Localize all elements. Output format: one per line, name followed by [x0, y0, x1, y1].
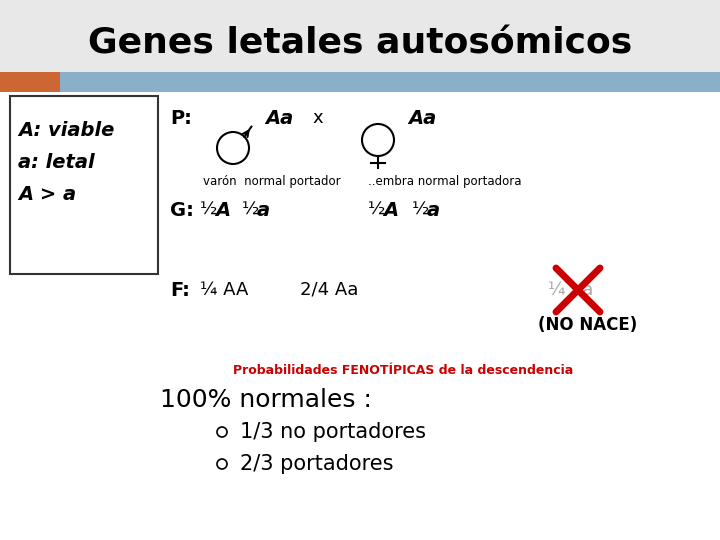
- Text: P:: P:: [170, 109, 192, 127]
- Text: a: a: [257, 200, 270, 219]
- Bar: [0, 72, 720, 92]
- Text: ½: ½: [412, 201, 436, 219]
- Text: A: A: [383, 200, 398, 219]
- Text: ¼ aa: ¼ aa: [548, 281, 593, 299]
- Text: Genes letales autosómicos: Genes letales autosómicos: [88, 26, 632, 60]
- Text: 2/3 portadores: 2/3 portadores: [240, 454, 394, 474]
- Text: Aa: Aa: [265, 109, 293, 127]
- Text: F:: F:: [170, 280, 190, 300]
- Text: ½: ½: [200, 201, 223, 219]
- Text: A > a: A > a: [18, 186, 76, 205]
- Text: Aa: Aa: [408, 109, 436, 127]
- Text: x: x: [312, 109, 323, 127]
- Text: Probabilidades FENOTÍPICAS de la descendencia: Probabilidades FENOTÍPICAS de la descend…: [233, 363, 573, 376]
- Text: (NO NACE): (NO NACE): [538, 316, 637, 334]
- Text: A: A: [215, 200, 230, 219]
- Text: 2/4 Aa: 2/4 Aa: [300, 281, 359, 299]
- Text: A: viable: A: viable: [18, 120, 114, 139]
- Bar: [10, 96, 158, 274]
- Text: G:: G:: [170, 200, 194, 219]
- Text: varón  normal portador: varón normal portador: [203, 176, 341, 188]
- Text: 100% normales :: 100% normales :: [160, 388, 372, 412]
- Text: a: a: [427, 200, 440, 219]
- Text: ..embra normal portadora: ..embra normal portadora: [368, 176, 521, 188]
- Text: ½: ½: [368, 201, 391, 219]
- Text: ½: ½: [242, 201, 265, 219]
- Bar: [0, 72, 60, 92]
- Text: ¼ AA: ¼ AA: [200, 281, 248, 299]
- Bar: [0, 92, 720, 540]
- Text: a: letal: a: letal: [18, 152, 94, 172]
- Text: 1/3 no portadores: 1/3 no portadores: [240, 422, 426, 442]
